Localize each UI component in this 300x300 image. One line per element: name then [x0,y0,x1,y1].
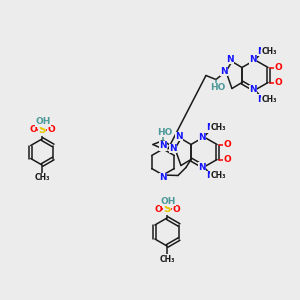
Text: CH₃: CH₃ [261,94,277,103]
Text: HO: HO [210,83,226,92]
Text: N: N [206,172,214,181]
Text: HO: HO [157,128,172,137]
Text: N: N [249,85,257,94]
Text: N: N [257,94,265,103]
Text: CH₃: CH₃ [34,173,50,182]
Text: OH: OH [160,196,176,206]
Text: O: O [154,205,162,214]
Text: N: N [169,144,177,153]
Text: N: N [159,142,167,151]
Text: CH₃: CH₃ [210,172,226,181]
Text: O: O [274,78,282,87]
Text: O: O [274,63,282,72]
Text: O: O [223,140,231,149]
Text: N: N [198,163,206,172]
Text: S: S [163,204,171,214]
Text: N: N [198,133,206,142]
Text: N: N [220,67,228,76]
Text: CH₃: CH₃ [159,254,175,263]
Text: O: O [47,125,55,134]
Text: N: N [257,46,265,56]
Text: N: N [175,132,183,141]
Text: CH₃: CH₃ [210,124,226,133]
Text: O: O [172,205,180,214]
Text: N: N [249,56,257,64]
Text: O: O [223,155,231,164]
Text: OH: OH [35,118,51,127]
Text: S: S [38,125,46,135]
Text: N: N [226,55,234,64]
Text: N: N [206,124,214,133]
Text: N: N [159,173,167,182]
Text: CH₃: CH₃ [261,46,277,56]
Text: O: O [29,125,37,134]
